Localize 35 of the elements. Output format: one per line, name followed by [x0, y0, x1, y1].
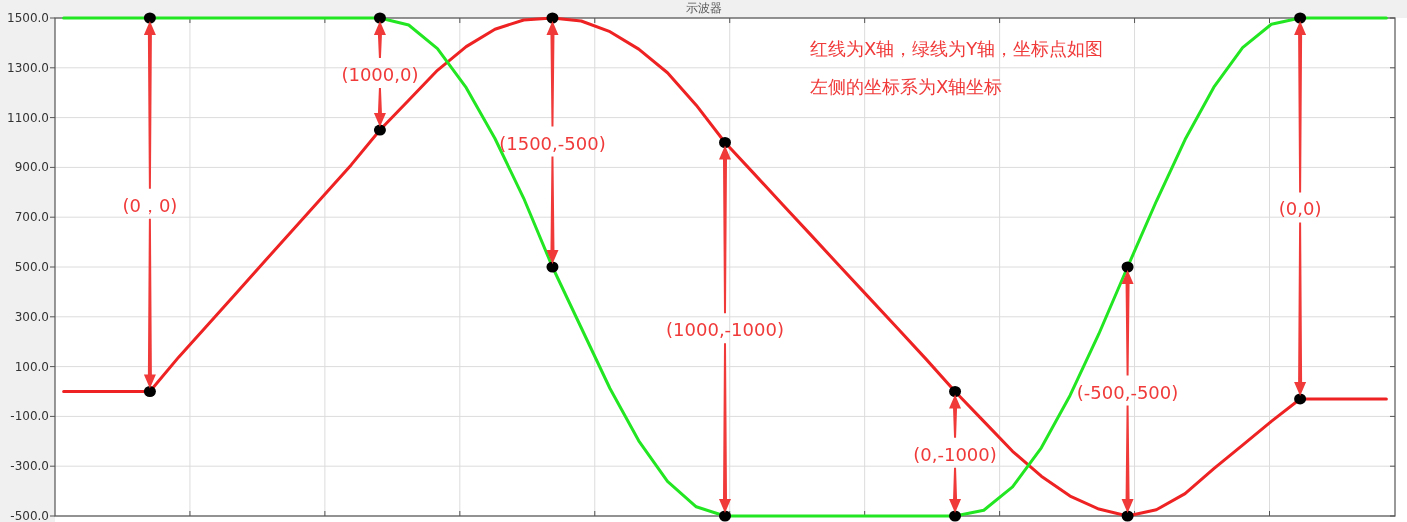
y-tick-label: 1500.0 [7, 11, 49, 25]
point [1121, 510, 1134, 522]
annotation: (1000,-1000) [666, 319, 784, 341]
y-tick-label: -100.0 [10, 409, 49, 424]
chart-title: 示波器 [685, 1, 722, 15]
y-tick-label: 300.0 [14, 309, 49, 324]
annotation: 红线为X轴，绿线为Y轴，坐标点如图 [810, 38, 1104, 59]
point [1294, 393, 1307, 405]
point [373, 12, 386, 24]
y-tick-label: 700.0 [14, 210, 49, 225]
point [719, 510, 731, 522]
point [949, 386, 962, 397]
point [546, 12, 559, 24]
annotation: (1500,-500) [499, 132, 606, 154]
annotation: (-500,-500) [1076, 381, 1179, 403]
y-tick-label: 500.0 [14, 260, 49, 274]
y-tick-label: 1100.0 [7, 110, 49, 125]
annotation: (1000,0) [341, 64, 419, 86]
y-tick-label: 1300.0 [7, 60, 49, 75]
annotation: (0，0) [122, 194, 178, 216]
y-tick-label: 900.0 [14, 160, 49, 175]
annotation: (0,-1000) [913, 443, 997, 465]
point [143, 386, 156, 397]
point [546, 261, 559, 273]
point [143, 12, 156, 24]
point [949, 510, 962, 522]
y-tick-label: 100.0 [14, 359, 49, 374]
y-tick-label: -500.0 [10, 509, 49, 522]
annotation: 左侧的坐标系为X轴坐标 [810, 76, 1003, 97]
point [1294, 12, 1307, 24]
annotation: (0,0) [1278, 198, 1322, 220]
point [1121, 261, 1134, 273]
point [719, 137, 731, 148]
y-tick-label: -300.0 [10, 459, 49, 474]
point [373, 124, 386, 136]
